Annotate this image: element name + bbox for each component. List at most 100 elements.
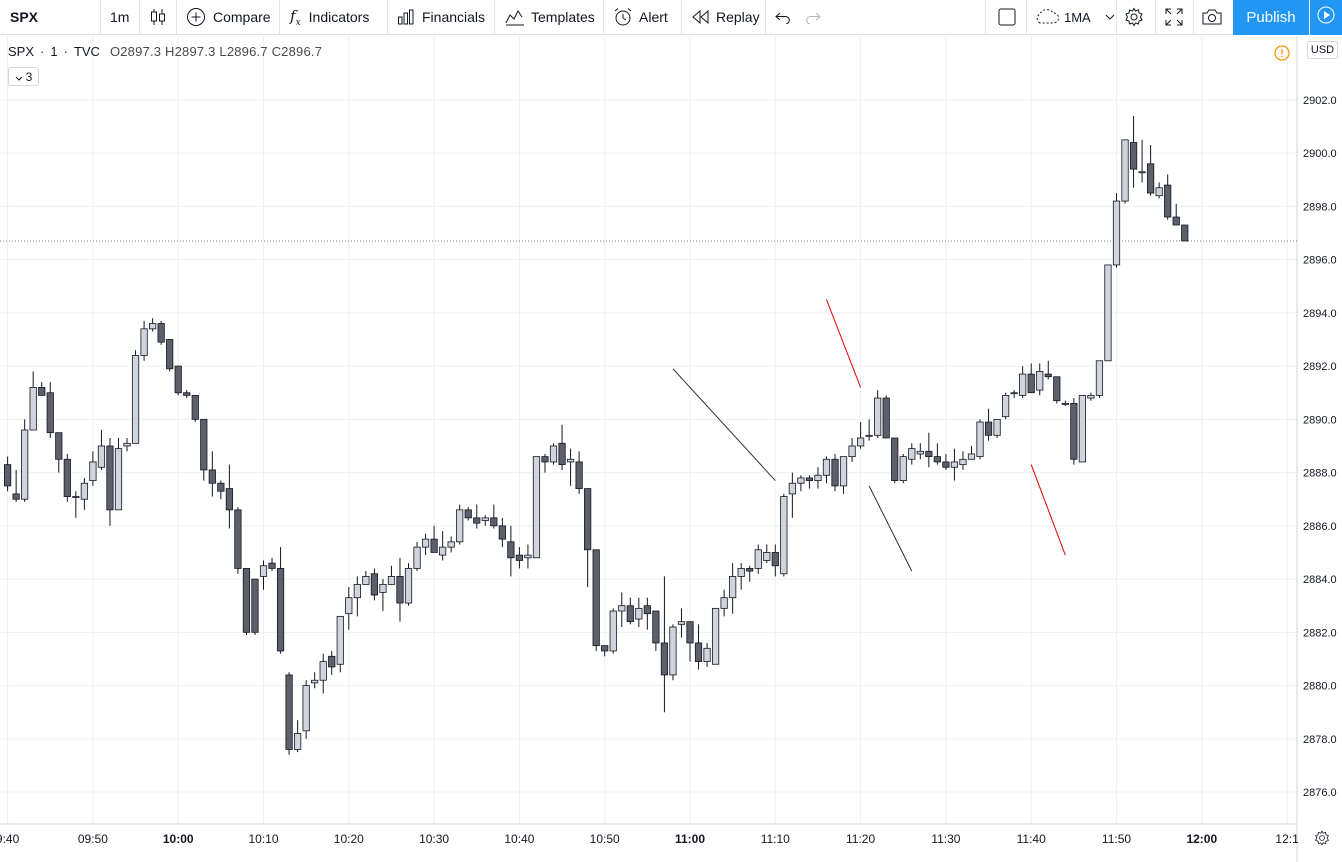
candle-body — [379, 584, 387, 593]
price-tick-label: 2898.0 — [1303, 201, 1337, 213]
candle — [729, 563, 737, 614]
layout-save-button[interactable]: 1MA — [1034, 0, 1115, 34]
fullscreen-button[interactable] — [1165, 0, 1183, 34]
candle-body — [80, 482, 88, 500]
data-warning-icon[interactable] — [1274, 45, 1290, 66]
candle — [89, 451, 97, 486]
price-tick-label: 2882.0 — [1303, 627, 1337, 639]
financials-button[interactable]: Financials — [397, 0, 485, 34]
indicators-collapse-button[interactable]: 3 — [8, 67, 39, 86]
candle-body — [592, 549, 600, 647]
play-button[interactable] — [1310, 0, 1342, 35]
alert-label: Alert — [639, 9, 668, 25]
candle-body — [566, 458, 575, 463]
chevron-down-icon — [1105, 14, 1115, 20]
time-tick-label: 10:30 — [419, 832, 449, 846]
candle-body — [976, 421, 984, 458]
candle-body — [1112, 200, 1121, 266]
candle — [430, 525, 438, 553]
candle — [72, 491, 80, 518]
candle — [191, 394, 199, 423]
price-tick-label: 2892.0 — [1303, 361, 1337, 373]
candle-body — [140, 328, 148, 356]
cloud-icon — [1034, 9, 1060, 25]
chart-style-button[interactable] — [149, 0, 167, 34]
candle — [959, 451, 967, 470]
candle — [1036, 363, 1044, 396]
candle — [157, 320, 165, 345]
candle-body — [609, 610, 617, 652]
candle-body — [328, 655, 336, 668]
candle-body — [788, 482, 796, 495]
candle — [575, 451, 583, 494]
candle-body — [1172, 216, 1180, 226]
time-tick-label: 10:10 — [248, 832, 278, 846]
candle — [114, 437, 123, 511]
candle — [515, 547, 524, 569]
candle — [106, 437, 114, 526]
price-axis: 2876.0 2878.0 2880.0 2882.0 2884.0 2886.0 2888… — [1303, 95, 1337, 799]
candle — [737, 563, 745, 590]
redo-button[interactable] — [803, 0, 821, 34]
chart-settings-button[interactable] — [1314, 830, 1330, 851]
templates-button[interactable]: Templates — [505, 0, 595, 34]
candle — [711, 607, 720, 665]
undo-button[interactable] — [775, 0, 793, 34]
candle-body — [677, 621, 686, 625]
candle — [584, 488, 592, 588]
candle-body — [89, 461, 97, 481]
candle-body — [259, 565, 268, 577]
candle-body — [1027, 373, 1035, 394]
alert-button[interactable]: Alert — [613, 0, 668, 34]
candle-body — [268, 562, 276, 569]
financials-label: Financials — [422, 9, 486, 25]
candle-body — [174, 365, 182, 394]
candle — [1087, 392, 1095, 401]
candle — [1002, 392, 1010, 420]
candle-body — [251, 578, 259, 633]
price-chart[interactable]: 2876.0 2878.0 2880.0 2882.0 2884.0 2886.0 2888… — [0, 36, 1342, 862]
candle-body — [950, 461, 959, 468]
candle-body — [814, 474, 822, 481]
snapshot-button[interactable] — [1201, 0, 1223, 34]
candle-body — [891, 437, 899, 481]
candle-body — [805, 477, 814, 481]
interval-button[interactable]: 1m — [110, 0, 129, 34]
candle — [1155, 182, 1163, 199]
candle-body — [1104, 264, 1112, 362]
candle — [780, 493, 788, 577]
legend-symbol[interactable]: SPX — [8, 44, 35, 59]
gear-icon — [1314, 830, 1330, 850]
candle — [805, 475, 814, 489]
candle — [166, 339, 174, 372]
candle — [865, 419, 873, 441]
replay-button[interactable]: Replay — [692, 0, 760, 34]
symbol-search-button[interactable]: SPX — [10, 0, 38, 34]
candle-body — [490, 517, 498, 527]
fx-icon: fx — [290, 6, 301, 28]
candle-body — [524, 554, 532, 559]
candle — [933, 443, 941, 465]
time-tick-label: 11:00 — [675, 832, 705, 846]
candle — [532, 456, 541, 559]
compare-button[interactable]: Compare — [186, 0, 271, 34]
currency-badge[interactable]: USD — [1307, 41, 1338, 59]
candle — [720, 589, 728, 617]
candle-body — [541, 456, 549, 463]
candle — [200, 418, 208, 481]
candle — [225, 464, 233, 529]
publish-button[interactable]: Publish — [1233, 0, 1309, 35]
settings-button[interactable] — [1124, 0, 1144, 34]
candle — [1027, 363, 1035, 394]
candle-body — [882, 397, 890, 439]
candle-body — [72, 496, 80, 498]
candle — [294, 720, 302, 753]
candle-body — [1087, 394, 1095, 399]
fullscreen-layout-button[interactable] — [997, 0, 1017, 34]
indicators-button[interactable]: fx Indicators — [290, 0, 369, 34]
candle — [1147, 145, 1155, 196]
price-tick-label: 2902.0 — [1303, 95, 1337, 107]
gear-icon — [1124, 7, 1144, 27]
candle-body — [549, 445, 558, 463]
candle — [993, 418, 1001, 438]
